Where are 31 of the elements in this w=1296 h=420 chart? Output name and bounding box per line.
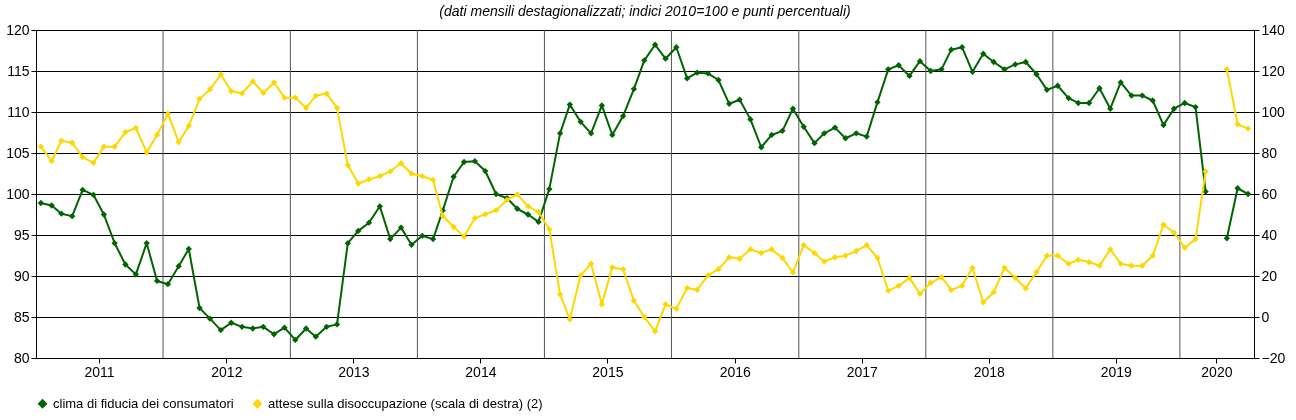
y2-tick-label: 140 [1261,21,1286,38]
y-tick-label: 100 [6,185,30,202]
x-tick-label: 2015 [592,363,624,380]
x-tick-label: 2018 [973,363,1006,380]
x-tick-label: 2019 [1100,363,1133,380]
y-tick-label: 80 [13,349,30,366]
chart-title: (dati mensili destagionalizzati; indici 2010=100 e punti percentuali) [439,3,851,19]
y-tick-label: 115 [7,62,30,79]
legend-label: clima di fiducia dei consumatori [53,395,234,411]
y2-tick-label: 80 [1261,144,1278,161]
y-tick-label: 85 [13,308,30,325]
y-tick-label: 95 [13,226,30,243]
x-tick-label: 2020 [1201,363,1233,380]
y2-tick-label: 120 [1261,62,1286,79]
legend-label: attese sulla disoccupazione (scala di destra) (2) [268,395,543,411]
y2-tick-label: 40 [1261,226,1278,243]
y2-tick-label: 100 [1261,103,1286,120]
y2-tick-label: 60 [1261,185,1278,202]
x-tick-label: 2017 [846,363,879,380]
y2-tick-label: 20 [1261,267,1278,284]
x-tick-label: 2014 [465,363,497,380]
y-tick-label: 90 [13,267,30,284]
y2-tick-label: 0 [1261,308,1270,325]
y-tick-label: 105 [6,144,30,161]
y-tick-label: 120 [6,21,30,38]
x-tick-label: 2012 [211,363,243,380]
x-tick-label: 2011 [84,363,115,380]
x-tick-label: 2013 [338,363,370,380]
y-tick-label: 110 [7,103,30,120]
y2-tick-label: −20 [1261,349,1286,366]
x-tick-label: 2016 [719,363,752,380]
